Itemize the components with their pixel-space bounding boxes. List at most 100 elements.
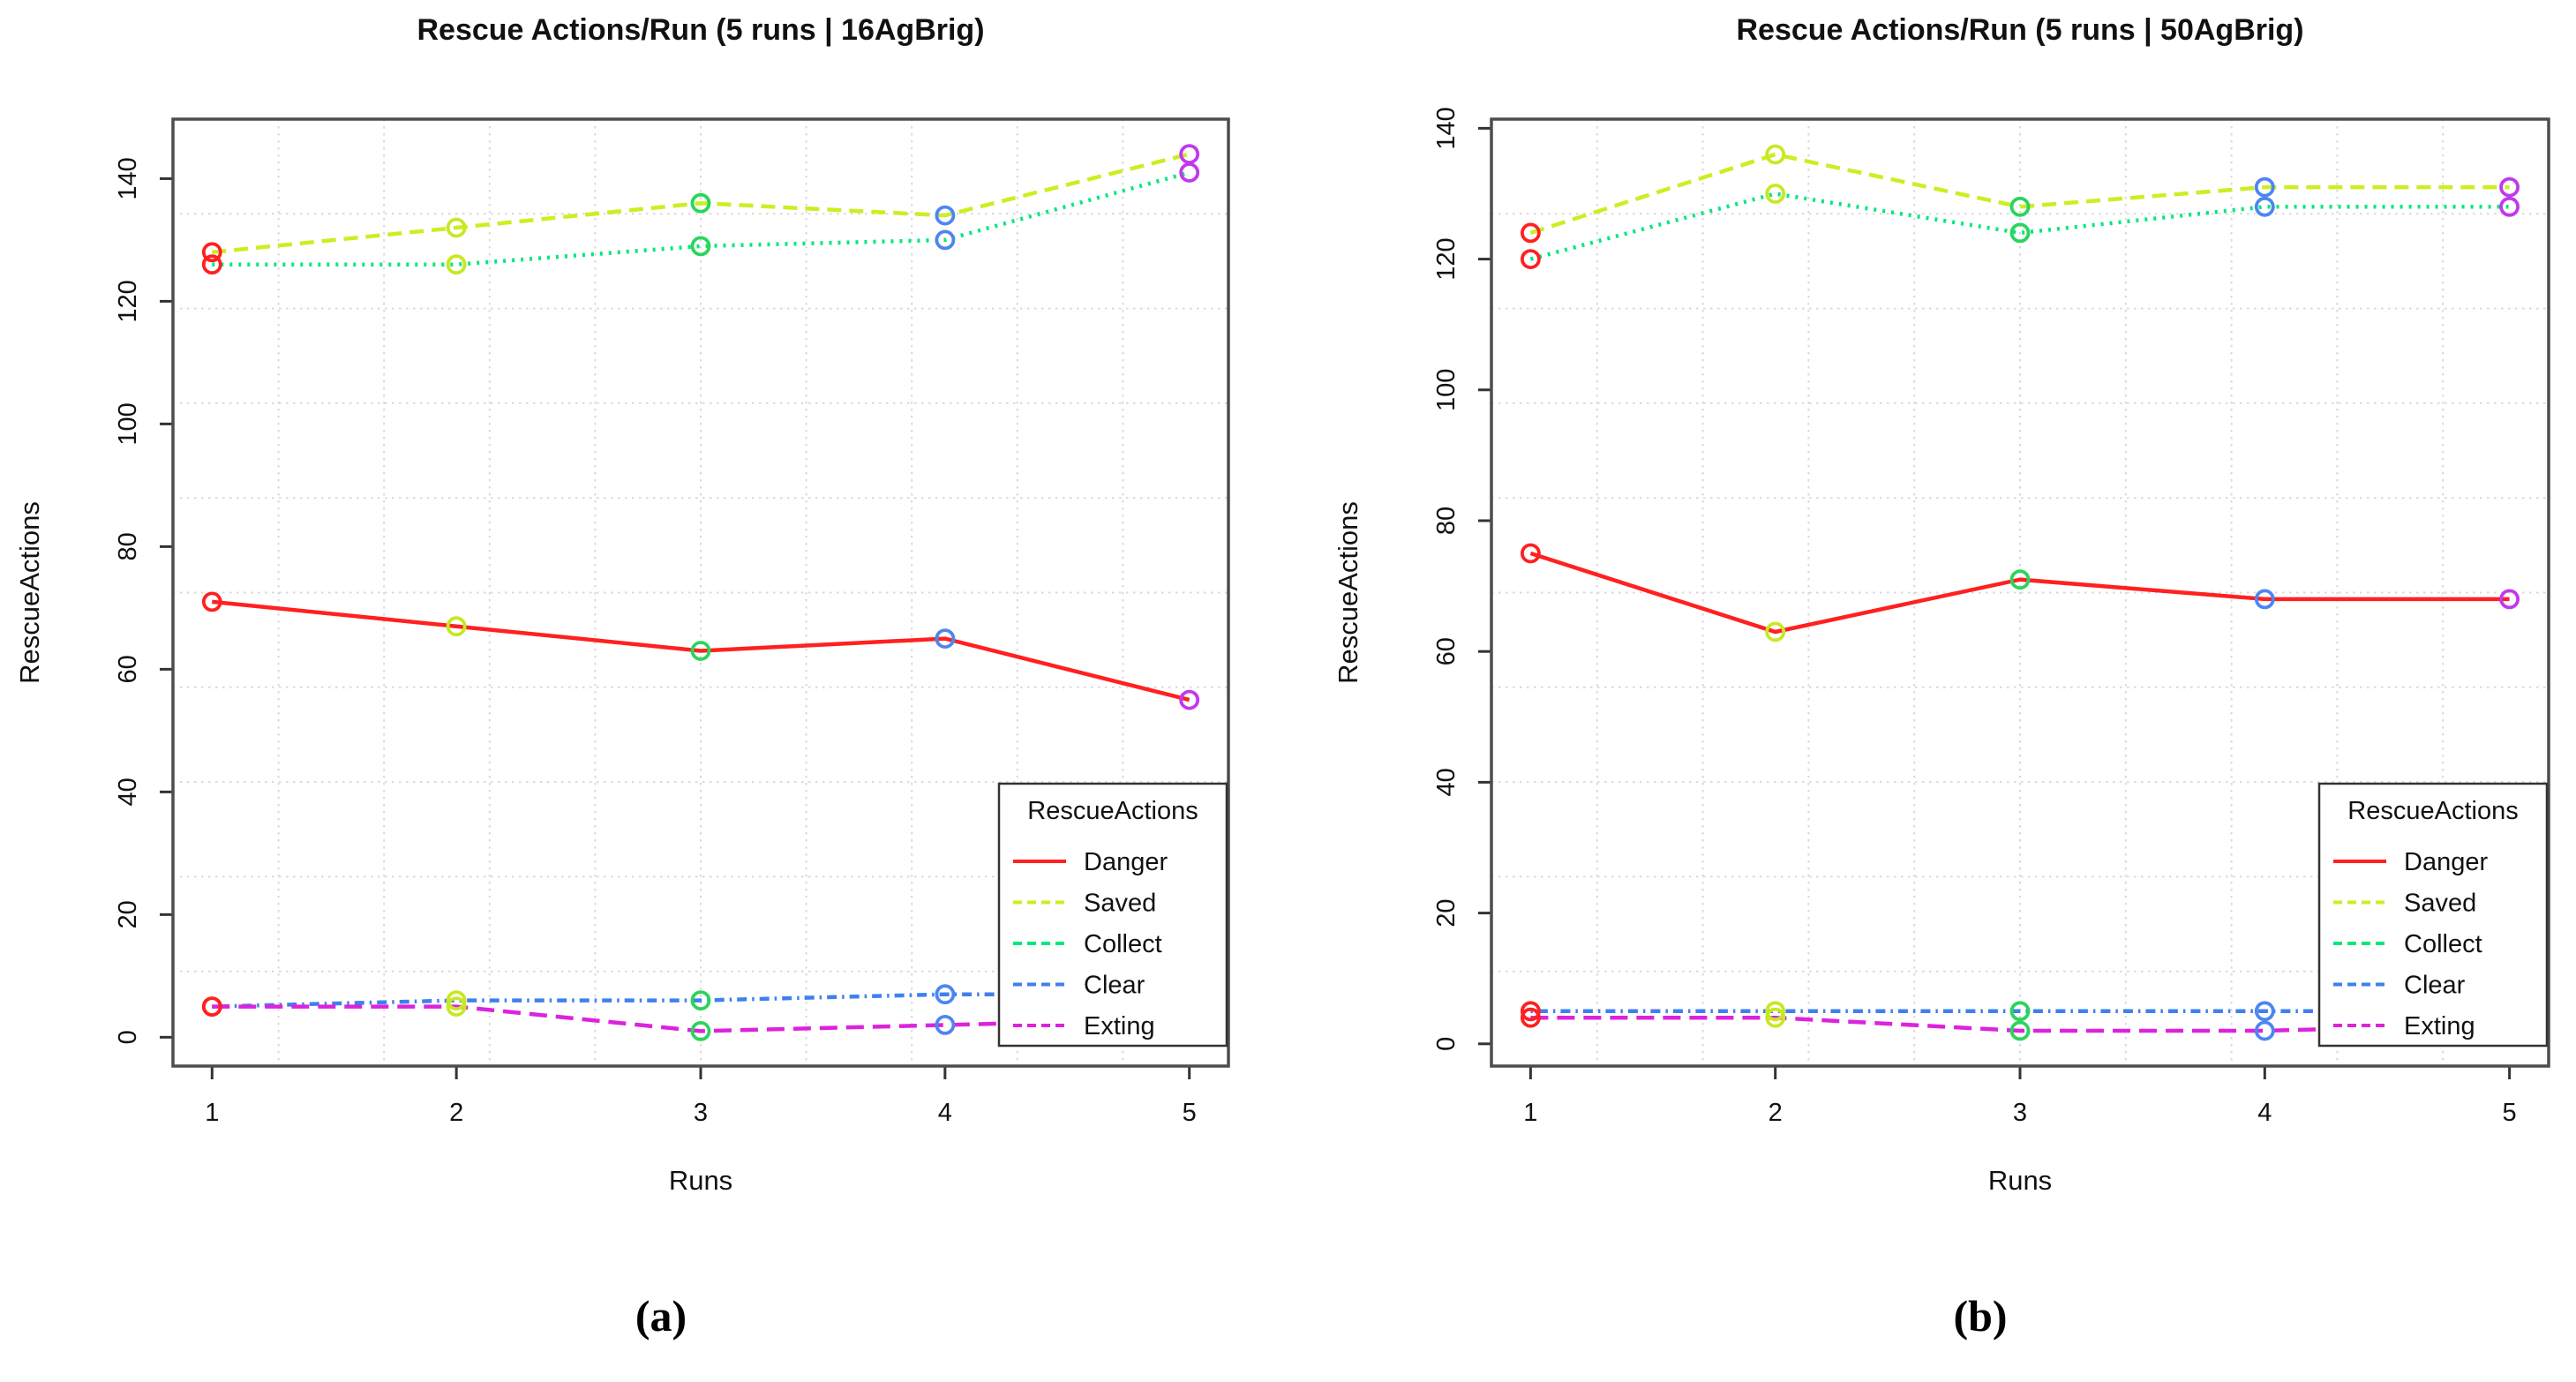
y-axis-tick-label: 40 bbox=[114, 777, 142, 806]
series-line-collect bbox=[1529, 192, 2510, 261]
data-point-saved-run4 bbox=[935, 205, 956, 226]
x-axis-tick-label: 2 bbox=[1769, 1099, 1783, 1127]
x-axis-tick-label: 1 bbox=[205, 1099, 219, 1127]
data-point-danger-run4 bbox=[2254, 589, 2275, 610]
data-point-clear-run3 bbox=[690, 990, 711, 1010]
series-line-danger bbox=[212, 599, 1190, 702]
data-point-danger-run2 bbox=[446, 616, 467, 637]
axes: 1 2 3 4 5 0 20 40 60 80 100 120 140 bbox=[114, 157, 1197, 1127]
y-axis-tick-label: 100 bbox=[1432, 369, 1461, 411]
y-axis-tick-label: 0 bbox=[114, 1030, 142, 1044]
data-point-exting-run2 bbox=[1765, 1007, 1786, 1028]
data-point-exting-run4 bbox=[935, 1015, 956, 1035]
data-point-clear-run1 bbox=[1521, 1001, 1541, 1022]
y-axis-tick-label: 140 bbox=[114, 157, 142, 199]
y-axis-title: RescueActions bbox=[14, 501, 45, 684]
grid bbox=[1491, 119, 2549, 1066]
data-point-collect-run5 bbox=[2499, 196, 2520, 217]
y-axis-tick-label: 100 bbox=[114, 402, 142, 445]
data-point-saved-run3 bbox=[2009, 196, 2031, 217]
axes: 1 2 3 4 5 0 20 40 60 80 100 120 140 bbox=[1432, 107, 2517, 1127]
subfigure-caption: (a) bbox=[635, 1291, 687, 1341]
data-point-clear-run4 bbox=[935, 984, 956, 1005]
grid bbox=[173, 119, 1228, 1066]
series-line-danger bbox=[1529, 551, 2510, 635]
data-point-saved-run1 bbox=[1521, 222, 1541, 244]
plot-box bbox=[1490, 117, 2550, 1068]
data-point-collect-run2 bbox=[446, 254, 467, 275]
data-point-collect-run2 bbox=[1765, 184, 1786, 204]
data-point-danger-run5 bbox=[2499, 589, 2520, 610]
data-point-markers bbox=[1521, 144, 2520, 1041]
data-point-danger-run4 bbox=[935, 628, 956, 649]
legend: RescueActions Danger Saved Collect Clear Exti… bbox=[2317, 782, 2549, 1048]
y-axis-title: RescueActions bbox=[1333, 501, 1363, 684]
data-point-collect-run3 bbox=[2009, 222, 2031, 244]
series-line-clear bbox=[212, 992, 1190, 1009]
legend-label-danger: Danger bbox=[2404, 848, 2488, 876]
plot-box bbox=[171, 117, 1230, 1068]
x-axis-tick-label: 1 bbox=[1523, 1099, 1537, 1127]
chart-title: Rescue Actions/Run (5 runs | 50AgBrig) bbox=[1736, 13, 2303, 47]
data-point-clear-run2 bbox=[446, 990, 467, 1010]
series-line-exting bbox=[212, 1004, 1190, 1033]
y-axis-tick-label: 80 bbox=[114, 532, 142, 560]
x-axis-title: Runs bbox=[669, 1165, 732, 1196]
legend-label-exting: Exting bbox=[2404, 1012, 2475, 1040]
y-axis-tick-label: 80 bbox=[1432, 507, 1461, 535]
data-point-saved-run2 bbox=[446, 217, 467, 238]
y-axis-tick-label: 140 bbox=[1432, 107, 1461, 149]
subfigure-caption: (b) bbox=[1953, 1291, 2007, 1341]
x-axis-tick-label: 3 bbox=[694, 1099, 708, 1127]
data-point-danger-run2 bbox=[1765, 621, 1786, 642]
data-point-saved-run4 bbox=[2254, 177, 2275, 198]
y-axis-tick-label: 60 bbox=[1432, 637, 1461, 665]
legend-box bbox=[2317, 782, 2549, 1048]
legend-title: RescueActions bbox=[2347, 797, 2518, 825]
y-axis-tick-label: 20 bbox=[114, 900, 142, 928]
data-point-danger-run3 bbox=[2009, 569, 2031, 590]
data-point-saved-run1 bbox=[201, 242, 222, 263]
legend-title: RescueActions bbox=[1027, 797, 1198, 825]
data-point-clear-run4 bbox=[2254, 1001, 2275, 1022]
legend-label-exting: Exting bbox=[1084, 1012, 1155, 1040]
x-axis-tick-label: 4 bbox=[938, 1099, 952, 1127]
x-axis-tick-label: 4 bbox=[2257, 1099, 2272, 1127]
data-point-clear-run2 bbox=[1765, 1001, 1786, 1022]
data-point-exting-run1 bbox=[201, 996, 222, 1017]
legend-box bbox=[997, 782, 1228, 1048]
data-point-saved-run2 bbox=[1765, 144, 1786, 165]
legend: RescueActions Danger Saved Collect Clear Exti… bbox=[997, 782, 1228, 1048]
series-lines bbox=[1529, 152, 2510, 1033]
data-point-exting-run4 bbox=[2254, 1020, 2275, 1041]
data-point-exting-run1 bbox=[1521, 1007, 1541, 1028]
y-axis-tick-label: 20 bbox=[1432, 898, 1461, 927]
y-axis-tick-label: 120 bbox=[1432, 237, 1461, 280]
y-axis-tick-label: 40 bbox=[1432, 768, 1461, 796]
data-point-collect-run4 bbox=[935, 229, 956, 251]
legend-label-clear: Clear bbox=[2404, 972, 2466, 1000]
data-point-clear-run3 bbox=[2009, 1001, 2031, 1022]
data-point-markers bbox=[201, 144, 1200, 1041]
x-axis-tick-label: 3 bbox=[2013, 1099, 2027, 1127]
data-point-collect-run1 bbox=[201, 254, 222, 275]
y-axis-tick-label: 0 bbox=[1432, 1037, 1461, 1051]
series-lines bbox=[212, 152, 1190, 1033]
x-axis-title: Runs bbox=[1988, 1165, 2052, 1196]
data-point-collect-run5 bbox=[1179, 162, 1200, 183]
chart-title: Rescue Actions/Run (5 runs | 16AgBrig) bbox=[417, 13, 984, 47]
x-axis-tick-label: 5 bbox=[2503, 1099, 2517, 1127]
data-point-collect-run4 bbox=[2254, 196, 2275, 217]
series-line-exting bbox=[1530, 1015, 2510, 1033]
data-point-collect-run1 bbox=[1521, 249, 1541, 270]
legend-label-collect: Collect bbox=[2404, 930, 2482, 958]
chart-b: 1 2 3 4 5 0 20 40 60 80 100 120 140 RescueActions Dang… bbox=[1333, 13, 2550, 1341]
legend-label-danger: Danger bbox=[1084, 848, 1168, 876]
data-point-exting-run3 bbox=[2009, 1020, 2031, 1041]
data-point-saved-run5 bbox=[2499, 177, 2520, 198]
data-point-exting-run3 bbox=[690, 1021, 711, 1041]
legend-label-clear: Clear bbox=[1084, 972, 1145, 1000]
data-point-exting-run2 bbox=[446, 996, 467, 1017]
